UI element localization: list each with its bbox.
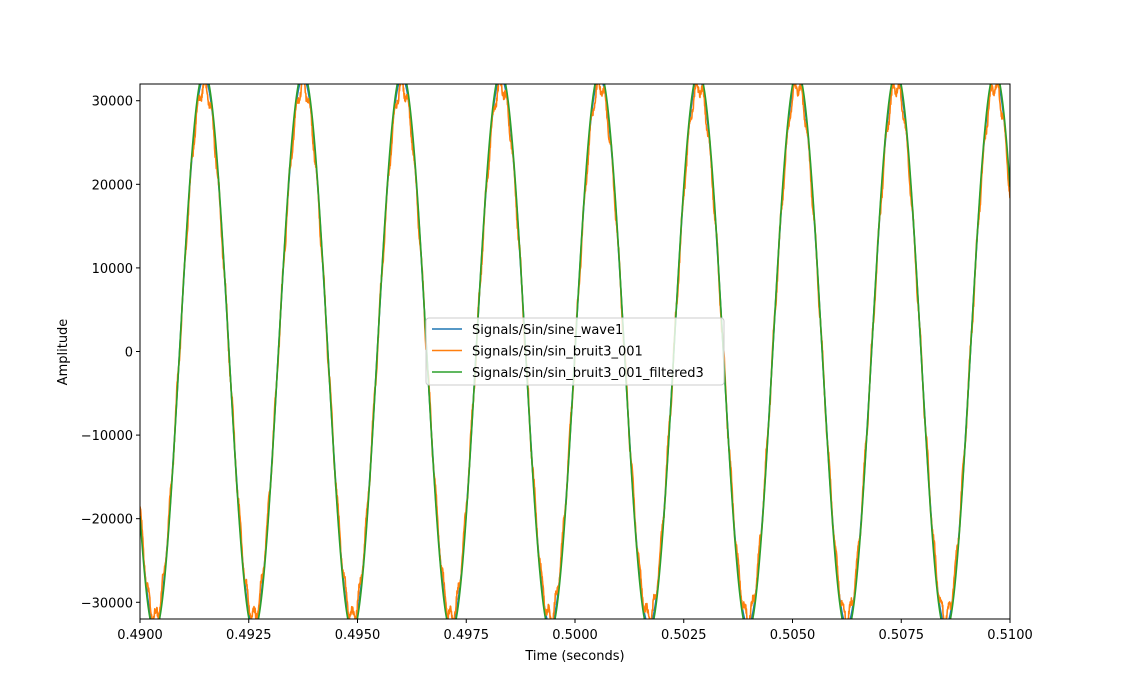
x-tick-label: 0.4950 xyxy=(335,628,381,643)
legend-label: Signals/Sin/sin_bruit3_001 xyxy=(472,345,643,360)
x-axis-label: Time (seconds) xyxy=(524,649,624,664)
y-tick-label: 20000 xyxy=(92,178,133,193)
y-tick-label: 10000 xyxy=(92,262,133,277)
legend-label: Signals/Sin/sin_bruit3_001_filtered3 xyxy=(472,366,704,381)
x-axis-ticks: 0.4900 0.4925 0.4950 0.4975 0.5000 0.5025 0.50… xyxy=(117,619,1033,643)
y-tick-label: 0 xyxy=(125,346,133,361)
legend-label: Signals/Sin/sine_wave1 xyxy=(472,323,623,338)
y-tick-label: 30000 xyxy=(92,95,133,110)
x-tick-label: 0.5050 xyxy=(770,628,816,643)
y-tick-label: −20000 xyxy=(81,513,133,528)
x-tick-label: 0.5075 xyxy=(879,628,925,643)
legend: Signals/Sin/sine_wave1 Signals/Sin/sin_br… xyxy=(425,317,725,386)
x-tick-label: 0.5000 xyxy=(552,628,598,643)
y-tick-label: −30000 xyxy=(81,596,133,611)
y-tick-label: −10000 xyxy=(81,429,133,444)
legend-box xyxy=(425,317,725,386)
y-axis-ticks: −30000 −20000 −10000 0 10000 20000 30000 xyxy=(81,95,140,611)
x-tick-label: 0.5100 xyxy=(987,628,1033,643)
x-tick-label: 0.4900 xyxy=(117,628,163,643)
x-tick-label: 0.4925 xyxy=(226,628,272,643)
x-tick-label: 0.4975 xyxy=(444,628,490,643)
x-tick-label: 0.5025 xyxy=(661,628,707,643)
y-axis-label: Amplitude xyxy=(56,319,71,386)
